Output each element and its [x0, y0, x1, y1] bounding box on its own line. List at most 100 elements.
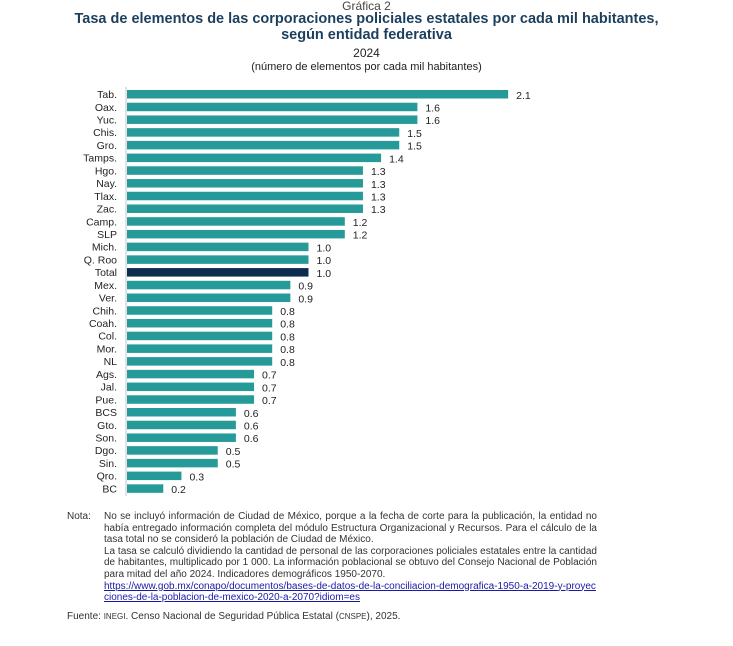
bar-total — [127, 268, 309, 277]
value-label: 1.3 — [371, 192, 386, 204]
bar — [127, 357, 273, 366]
category-label: Gro. — [97, 140, 117, 152]
category-label: Tamps. — [83, 153, 117, 165]
bar — [127, 484, 164, 493]
bar — [127, 331, 273, 341]
value-label: 0.8 — [280, 331, 295, 343]
bar — [127, 229, 345, 239]
bar — [127, 179, 363, 188]
value-label: 1.6 — [425, 102, 440, 114]
category-label: BCS — [95, 407, 117, 419]
category-label: Son. — [95, 432, 117, 444]
category-label: Sin. — [99, 458, 117, 470]
chart-title: Tasa de elementos de las corporaciones p… — [0, 11, 733, 43]
value-label: 0.7 — [262, 382, 277, 394]
category-label: Mor. — [97, 343, 117, 355]
bar — [127, 446, 218, 455]
value-label: 1.0 — [317, 268, 332, 280]
value-label: 1.0 — [317, 242, 332, 254]
value-label: 1.2 — [353, 217, 368, 229]
bar — [127, 471, 182, 481]
category-label: Ags. — [96, 369, 117, 381]
category-label: Mich. — [92, 242, 117, 254]
bar — [127, 191, 363, 201]
source-org: INEGI — [103, 612, 126, 621]
value-label: 0.5 — [226, 459, 241, 471]
value-label: 0.6 — [244, 420, 259, 432]
category-label: Total — [95, 267, 117, 279]
bar — [127, 217, 345, 226]
bar — [127, 344, 273, 353]
category-label: Pue. — [95, 394, 117, 406]
value-label: 1.0 — [317, 255, 332, 267]
category-label: Qro. — [97, 471, 117, 483]
value-label: 0.8 — [280, 357, 295, 369]
category-label: Gto. — [97, 420, 117, 432]
value-label: 1.4 — [389, 153, 404, 165]
source-label: Fuente: — [67, 611, 101, 622]
category-label: Coah. — [89, 318, 117, 330]
value-label: 0.8 — [280, 306, 295, 318]
title-line-1: Tasa de elementos de las corporaciones p… — [74, 11, 659, 27]
category-label: Mex. — [94, 280, 117, 292]
bar — [127, 458, 218, 468]
bars-layer: Tab. 2.1 Oax. 1.6 Yuc. 1.6 Chis. 1.5 Gro. 1.5 Tamp… — [83, 89, 531, 496]
category-label: SLP — [97, 229, 117, 241]
value-label: 0.7 — [262, 395, 277, 407]
bar — [127, 420, 236, 430]
bar — [127, 408, 236, 417]
category-label: BC — [102, 483, 117, 495]
source-text: . Censo Nacional de Seguridad Pública Es… — [125, 611, 339, 622]
value-label: 0.3 — [189, 471, 204, 483]
value-label: 1.6 — [425, 115, 440, 127]
bar — [127, 140, 400, 150]
bar — [127, 255, 309, 264]
category-label: Hgo. — [95, 165, 117, 177]
conapo-link[interactable]: https://www.gob.mx/conapo/documentos/bas… — [104, 580, 596, 604]
bar — [127, 153, 382, 163]
value-label: 0.5 — [226, 446, 241, 458]
value-label: 0.6 — [244, 408, 259, 420]
value-label: 1.3 — [371, 179, 386, 191]
bar — [127, 382, 255, 392]
chart-unit: (número de elementos por cada mil habita… — [251, 61, 482, 73]
value-label: 2.1 — [516, 90, 531, 102]
note-paragraph-1: No se incluyó información de Ciudad de M… — [104, 511, 597, 546]
bar — [127, 102, 418, 112]
category-label: Jal. — [101, 382, 117, 394]
category-label: Camp. — [86, 216, 117, 228]
category-label: Ver. — [99, 293, 117, 305]
category-label: Zac. — [97, 204, 117, 216]
category-label: Yuc. — [97, 114, 117, 126]
bar — [127, 293, 291, 303]
value-label: 1.5 — [407, 141, 422, 153]
value-label: 0.2 — [171, 484, 186, 496]
source-line: Fuente: INEGI. Censo Nacional de Segurid… — [67, 611, 400, 622]
notes-block: Nota: No se incluyó información de Ciuda… — [67, 511, 597, 604]
category-label: Q. Roo — [84, 254, 117, 266]
category-label: Oax. — [95, 102, 117, 114]
category-label: Tlax. — [94, 191, 117, 203]
bar — [127, 318, 273, 328]
bar — [127, 433, 236, 442]
value-label: 0.8 — [280, 344, 295, 356]
bar-chart: Tab. 2.1 Oax. 1.6 Yuc. 1.6 Chis. 1.5 Gro. 1.5 Tamp… — [83, 87, 531, 496]
bar — [127, 128, 400, 137]
value-label: 1.3 — [371, 204, 386, 216]
chart-year: 2024 — [353, 46, 380, 60]
note-paragraph-2: La tasa se calculó dividiendo la cantida… — [104, 545, 597, 580]
bar — [127, 115, 418, 124]
bar — [127, 306, 273, 315]
category-label: NL — [104, 356, 118, 368]
title-line-2: según entidad federativa — [281, 27, 452, 43]
value-label: 0.7 — [262, 370, 277, 382]
value-label: 0.8 — [280, 319, 295, 331]
category-label: Chis. — [93, 127, 117, 139]
category-label: Dgo. — [95, 445, 117, 457]
value-label: 1.5 — [407, 128, 422, 140]
bar — [127, 395, 255, 404]
bar — [127, 90, 509, 99]
bar — [127, 204, 363, 213]
bar — [127, 242, 309, 252]
bar — [127, 280, 291, 290]
